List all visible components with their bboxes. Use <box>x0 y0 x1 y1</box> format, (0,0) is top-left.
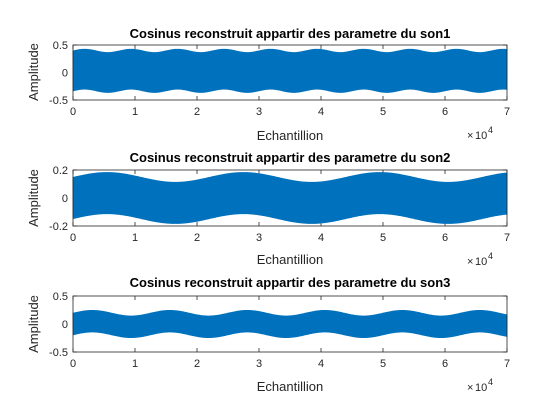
signal-son2 <box>72 172 508 224</box>
x-tick-label: 0 <box>70 358 76 370</box>
axes-frame-son2 <box>72 169 508 227</box>
x-exponent-power-son3: 4 <box>488 377 493 387</box>
x-tick-label: 5 <box>380 106 386 118</box>
x-tick-label: 2 <box>194 106 200 118</box>
subplot-son3: Cosinus reconstruit appartir des paramet… <box>26 275 510 394</box>
axes-frame-son3 <box>72 295 508 353</box>
y-tick-label: 0.5 <box>53 291 68 303</box>
y-tick-label: -0.2 <box>49 221 68 233</box>
x-tick-label: 7 <box>504 232 510 244</box>
signal-son1 <box>72 48 508 93</box>
y-tick-label: 0 <box>62 193 68 205</box>
ylabel-son3: Amplitude <box>26 295 41 353</box>
x-exponent-times-son2: × <box>467 256 473 268</box>
x-tick-label: 6 <box>442 232 448 244</box>
y-tick-label: 0 <box>62 319 68 331</box>
title-son3: Cosinus reconstruit appartir des paramet… <box>130 275 451 290</box>
series-line <box>72 172 508 224</box>
signal-son3 <box>72 309 508 339</box>
ticks-son3: 0 1 2 3 4 5 6 7-0.500.5 <box>49 291 510 370</box>
ticks-son2: 0 1 2 3 4 5 6 7-0.200.2 <box>49 165 510 244</box>
x-exponent-base-son3: 10 <box>475 382 487 394</box>
x-exponent-times-son3: × <box>467 382 473 394</box>
x-tick-label: 3 <box>256 232 262 244</box>
x-tick-label: 5 <box>380 232 386 244</box>
xlabel-son1: Echantillion <box>257 128 324 143</box>
ylabel-son2: Amplitude <box>26 169 41 227</box>
x-tick-label: 1 <box>132 106 138 118</box>
x-tick-label: 0 <box>70 232 76 244</box>
subplot-son2: Cosinus reconstruit appartir des paramet… <box>26 150 510 268</box>
xlabel-son3: Echantillion <box>257 379 324 394</box>
x-tick-label: 6 <box>442 358 448 370</box>
y-tick-label: 0 <box>62 68 68 80</box>
x-tick-label: 5 <box>380 358 386 370</box>
axes-frame-son1 <box>72 44 508 101</box>
series-line <box>72 309 508 339</box>
x-tick-label: 3 <box>256 358 262 370</box>
subplot-son1: Cosinus reconstruit appartir des paramet… <box>26 26 510 143</box>
x-tick-label: 4 <box>318 106 324 118</box>
y-tick-label: 0.2 <box>53 165 68 177</box>
series-line <box>72 48 508 93</box>
x-tick-label: 7 <box>504 106 510 118</box>
x-tick-label: 7 <box>504 358 510 370</box>
title-son1: Cosinus reconstruit appartir des paramet… <box>130 26 451 41</box>
x-exponent-base-son2: 10 <box>475 256 487 268</box>
x-tick-label: 4 <box>318 358 324 370</box>
y-tick-label: -0.5 <box>49 95 68 107</box>
title-son2: Cosinus reconstruit appartir des paramet… <box>130 150 451 165</box>
x-tick-label: 1 <box>132 232 138 244</box>
x-tick-label: 2 <box>194 232 200 244</box>
y-tick-label: 0.5 <box>53 40 68 52</box>
ylabel-son1: Amplitude <box>26 43 41 101</box>
x-exponent-power-son2: 4 <box>488 251 493 261</box>
x-tick-label: 2 <box>194 358 200 370</box>
xlabel-son2: Echantillion <box>257 252 324 267</box>
x-tick-label: 4 <box>318 232 324 244</box>
x-exponent-power-son1: 4 <box>488 125 493 135</box>
x-exponent-times-son1: × <box>467 130 473 142</box>
x-tick-label: 6 <box>442 106 448 118</box>
x-tick-label: 0 <box>70 106 76 118</box>
x-tick-label: 3 <box>256 106 262 118</box>
x-tick-label: 1 <box>132 358 138 370</box>
y-tick-label: -0.5 <box>49 347 68 359</box>
x-exponent-base-son1: 10 <box>475 130 487 142</box>
